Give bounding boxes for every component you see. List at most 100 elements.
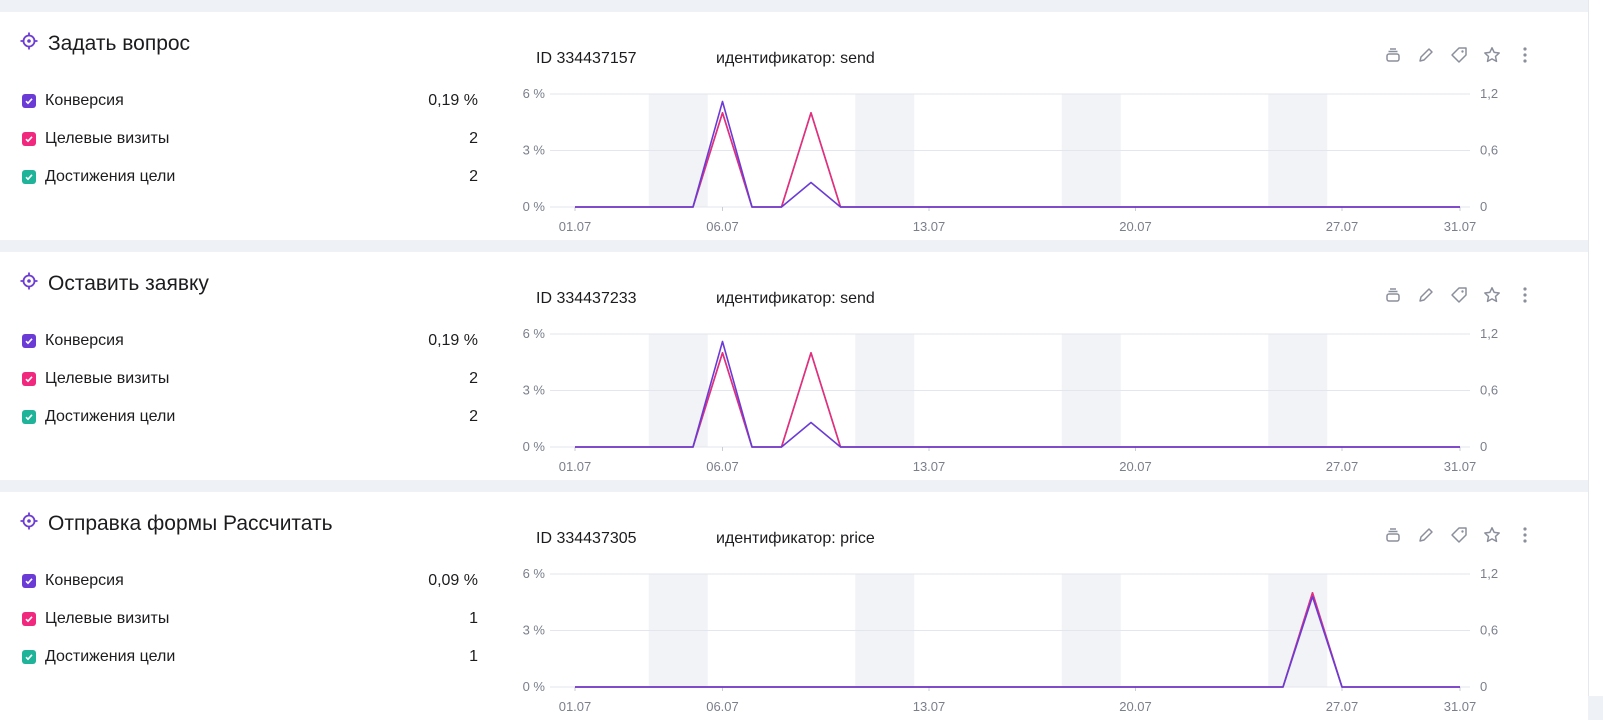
metric-achievements[interactable]: Достижения цели 2 xyxy=(22,398,478,436)
goal-title[interactable]: Задать вопрос xyxy=(20,32,190,56)
goal-identifier: идентификатор: price xyxy=(716,530,875,547)
goal-title-text: Оставить заявку xyxy=(48,272,209,295)
y-left-tick-label: 3 % xyxy=(523,623,546,638)
goal-title[interactable]: Отправка формы Рассчитать xyxy=(20,512,333,536)
metric-label: Целевые визиты xyxy=(45,370,170,387)
goal-title-text: Отправка формы Рассчитать xyxy=(48,512,333,535)
x-tick-label: 13.07 xyxy=(913,459,946,474)
x-tick-label: 06.07 xyxy=(706,459,739,474)
metric-conversion[interactable]: Конверсия 0,09 % xyxy=(22,562,478,600)
tag-icon[interactable] xyxy=(1449,285,1469,305)
x-tick-label: 27.07 xyxy=(1326,219,1359,234)
metrics-list: Конверсия 0,19 % Целевые визиты 2 Достиж… xyxy=(22,322,478,436)
x-tick-label: 01.07 xyxy=(559,219,592,234)
stack-icon[interactable] xyxy=(1383,525,1403,545)
metric-label: Конверсия xyxy=(45,572,124,589)
goal-title-text: Задать вопрос xyxy=(48,32,191,55)
metric-label: Достижения цели xyxy=(45,408,176,425)
metric-label: Конверсия xyxy=(45,92,124,109)
goal-chart: 0 % 0 3 % 0,6 6 % 1,2 01.07 06.07 13.07 20.07 27.0… xyxy=(523,86,1498,234)
goal-actions xyxy=(1383,45,1535,65)
checkbox-achievements[interactable] xyxy=(22,410,36,424)
checkbox-conversion[interactable] xyxy=(22,574,36,588)
goal-title[interactable]: Оставить заявку xyxy=(20,272,209,296)
more-vertical-icon[interactable] xyxy=(1515,525,1535,545)
more-vertical-icon[interactable] xyxy=(1515,285,1535,305)
metric-achievements[interactable]: Достижения цели 2 xyxy=(22,158,478,196)
metric-value: 2 xyxy=(469,370,478,387)
pencil-icon[interactable] xyxy=(1416,285,1436,305)
metric-conversion[interactable]: Конверсия 0,19 % xyxy=(22,322,478,360)
x-tick-label: 27.07 xyxy=(1326,699,1359,714)
y-right-tick-label: 1,2 xyxy=(1480,566,1498,581)
metric-value: 2 xyxy=(469,168,478,185)
x-tick-label: 31.07 xyxy=(1444,219,1477,234)
metric-label: Целевые визиты xyxy=(45,130,170,147)
metric-value: 2 xyxy=(469,408,478,425)
checkbox-achievements[interactable] xyxy=(22,650,36,664)
y-right-tick-label: 0,6 xyxy=(1480,383,1498,398)
x-tick-label: 01.07 xyxy=(559,699,592,714)
target-icon xyxy=(20,272,38,296)
pencil-icon[interactable] xyxy=(1416,525,1436,545)
more-vertical-icon[interactable] xyxy=(1515,45,1535,65)
metric-value: 1 xyxy=(469,648,478,665)
tag-icon[interactable] xyxy=(1449,525,1469,545)
metrics-list: Конверсия 0,09 % Целевые визиты 1 Достиж… xyxy=(22,562,478,676)
checkbox-conversion[interactable] xyxy=(22,334,36,348)
checkbox-visits[interactable] xyxy=(22,132,36,146)
y-right-tick-label: 1,2 xyxy=(1480,86,1498,101)
y-left-tick-label: 0 % xyxy=(523,439,546,454)
metric-value: 0,19 % xyxy=(428,92,478,109)
metric-value: 0,19 % xyxy=(428,332,478,349)
metrics-list: Конверсия 0,19 % Целевые визиты 2 Достиж… xyxy=(22,82,478,196)
metric-conversion[interactable]: Конверсия 0,19 % xyxy=(22,82,478,120)
series-line xyxy=(575,595,1460,688)
goal-id: ID 334437305 xyxy=(536,530,637,547)
pencil-icon[interactable] xyxy=(1416,45,1436,65)
goal-id: ID 334437157 xyxy=(536,50,637,67)
metric-value: 1 xyxy=(469,610,478,627)
x-tick-label: 20.07 xyxy=(1119,459,1152,474)
metric-visits[interactable]: Целевые визиты 2 xyxy=(22,120,478,158)
x-tick-label: 01.07 xyxy=(559,459,592,474)
goal-card: Задать вопрос Конверсия 0,19 % Целевые в… xyxy=(0,12,1588,240)
metric-label: Достижения цели xyxy=(45,648,176,665)
y-right-tick-label: 1,2 xyxy=(1480,326,1498,341)
metric-value: 2 xyxy=(469,130,478,147)
x-tick-label: 13.07 xyxy=(913,219,946,234)
stack-icon[interactable] xyxy=(1383,45,1403,65)
metric-label: Целевые визиты xyxy=(45,610,170,627)
checkbox-conversion[interactable] xyxy=(22,94,36,108)
y-right-tick-label: 0 xyxy=(1480,679,1487,694)
x-tick-label: 20.07 xyxy=(1119,699,1152,714)
series-line xyxy=(575,100,1460,208)
y-right-tick-label: 0,6 xyxy=(1480,623,1498,638)
tag-icon[interactable] xyxy=(1449,45,1469,65)
checkbox-visits[interactable] xyxy=(22,612,36,626)
stack-icon[interactable] xyxy=(1383,285,1403,305)
star-icon[interactable] xyxy=(1482,45,1502,65)
metric-achievements[interactable]: Достижения цели 1 xyxy=(22,638,478,676)
goal-id: ID 334437233 xyxy=(536,290,637,307)
x-tick-label: 31.07 xyxy=(1444,699,1477,714)
goal-card: Оставить заявку Конверсия 0,19 % Целевые… xyxy=(0,252,1588,480)
metric-visits[interactable]: Целевые визиты 2 xyxy=(22,360,478,398)
goal-identifier: идентификатор: send xyxy=(716,50,875,67)
checkbox-achievements[interactable] xyxy=(22,170,36,184)
scrollbar[interactable] xyxy=(1588,0,1603,696)
y-left-tick-label: 3 % xyxy=(523,383,546,398)
y-right-tick-label: 0 xyxy=(1480,199,1487,214)
metric-visits[interactable]: Целевые визиты 1 xyxy=(22,600,478,638)
metric-value: 0,09 % xyxy=(428,572,478,589)
y-right-tick-label: 0 xyxy=(1480,439,1487,454)
goal-chart: 0 % 0 3 % 0,6 6 % 1,2 01.07 06.07 13.07 20.07 27.0… xyxy=(523,326,1498,474)
target-icon xyxy=(20,512,38,536)
star-icon[interactable] xyxy=(1482,525,1502,545)
target-icon xyxy=(20,32,38,56)
checkbox-visits[interactable] xyxy=(22,372,36,386)
star-icon[interactable] xyxy=(1482,285,1502,305)
y-left-tick-label: 6 % xyxy=(523,326,546,341)
x-tick-label: 06.07 xyxy=(706,699,739,714)
goal-identifier: идентификатор: send xyxy=(716,290,875,307)
